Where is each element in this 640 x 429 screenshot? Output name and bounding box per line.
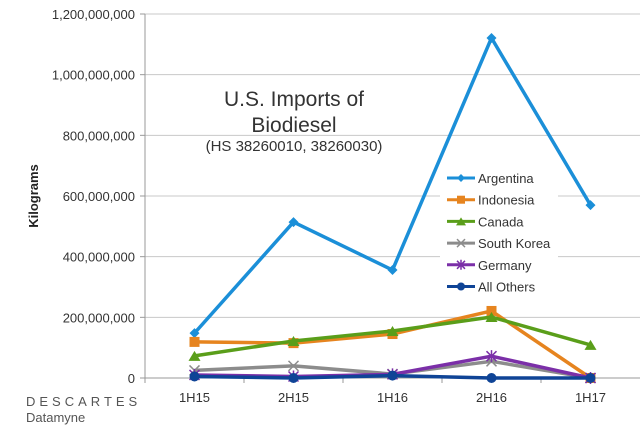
x-tick-label: 1H17 [575,390,606,405]
data-point-triangle [188,350,201,361]
data-point-x [456,238,466,248]
data-point-diamond [189,328,200,339]
data-point-triangle [456,217,466,226]
y-tick-label: 600,000,000 [63,189,135,204]
legend-label: Canada [478,214,524,229]
descartes-logo: DESCARTES [26,394,142,409]
x-tick-label: 2H16 [476,390,507,405]
data-point-triangle [287,335,300,346]
y-tick-label: 0 [128,371,135,386]
data-point-diamond [288,217,299,228]
x-tick-label: 2H15 [278,390,309,405]
y-tick-label: 800,000,000 [63,128,135,143]
data-point-triangle [485,312,498,323]
chart-subtitle: (HS 38260010, 38260030) [206,138,383,155]
legend-item: Argentina [447,171,534,186]
series-argentina [189,32,596,339]
chart-title-line-2: Biodiesel [251,114,336,137]
series-canada [188,312,597,361]
data-point-triangle [386,325,399,336]
data-point-circle [387,370,398,381]
data-point-triangle [584,339,597,350]
y-tick-label: 400,000,000 [63,250,135,265]
y-tick-label: 1,000,000,000 [52,68,135,83]
legend-item: Indonesia [447,193,535,208]
legend-item: Canada [447,214,524,229]
data-point-star [485,350,498,363]
data-point-diamond [585,200,596,211]
legend-item: All Others [447,280,536,295]
legend-label: Indonesia [478,193,535,208]
data-point-circle [457,282,465,291]
series-all-others [189,370,596,383]
data-point-circle [486,373,497,383]
data-point-circle [585,373,596,383]
legend-label: Argentina [478,171,534,186]
data-point-square [486,305,497,316]
data-point-star [456,259,466,270]
legend-label: All Others [478,280,536,295]
data-point-square [457,195,465,204]
datamyne-logo-text: Datamyne [26,410,86,425]
data-point-diamond [387,265,398,276]
legend: Argentina Indonesia Canada South Korea Germa… [440,168,558,300]
y-tick-label: 1,200,000,000 [52,7,135,22]
data-point-x [287,360,300,372]
y-axis-label: Kilograms [26,164,41,228]
x-tick-label: 1H15 [179,390,210,405]
data-point-square [189,336,200,347]
gridlines [145,13,640,318]
legend-background [440,168,558,300]
legend-label: Germany [478,258,532,273]
legend-label: South Korea [478,236,551,251]
y-tick-label: 200,000,000 [63,310,135,325]
chart-title-line-1: U.S. Imports of [224,88,364,111]
series-group [188,32,597,384]
data-point-diamond [486,32,497,43]
data-point-circle [189,371,200,382]
x-tick-label: 1H16 [377,390,408,405]
legend-item: South Korea [447,236,551,251]
data-point-diamond [457,174,465,182]
data-point-circle [288,373,299,383]
legend-item: Germany [447,258,532,273]
